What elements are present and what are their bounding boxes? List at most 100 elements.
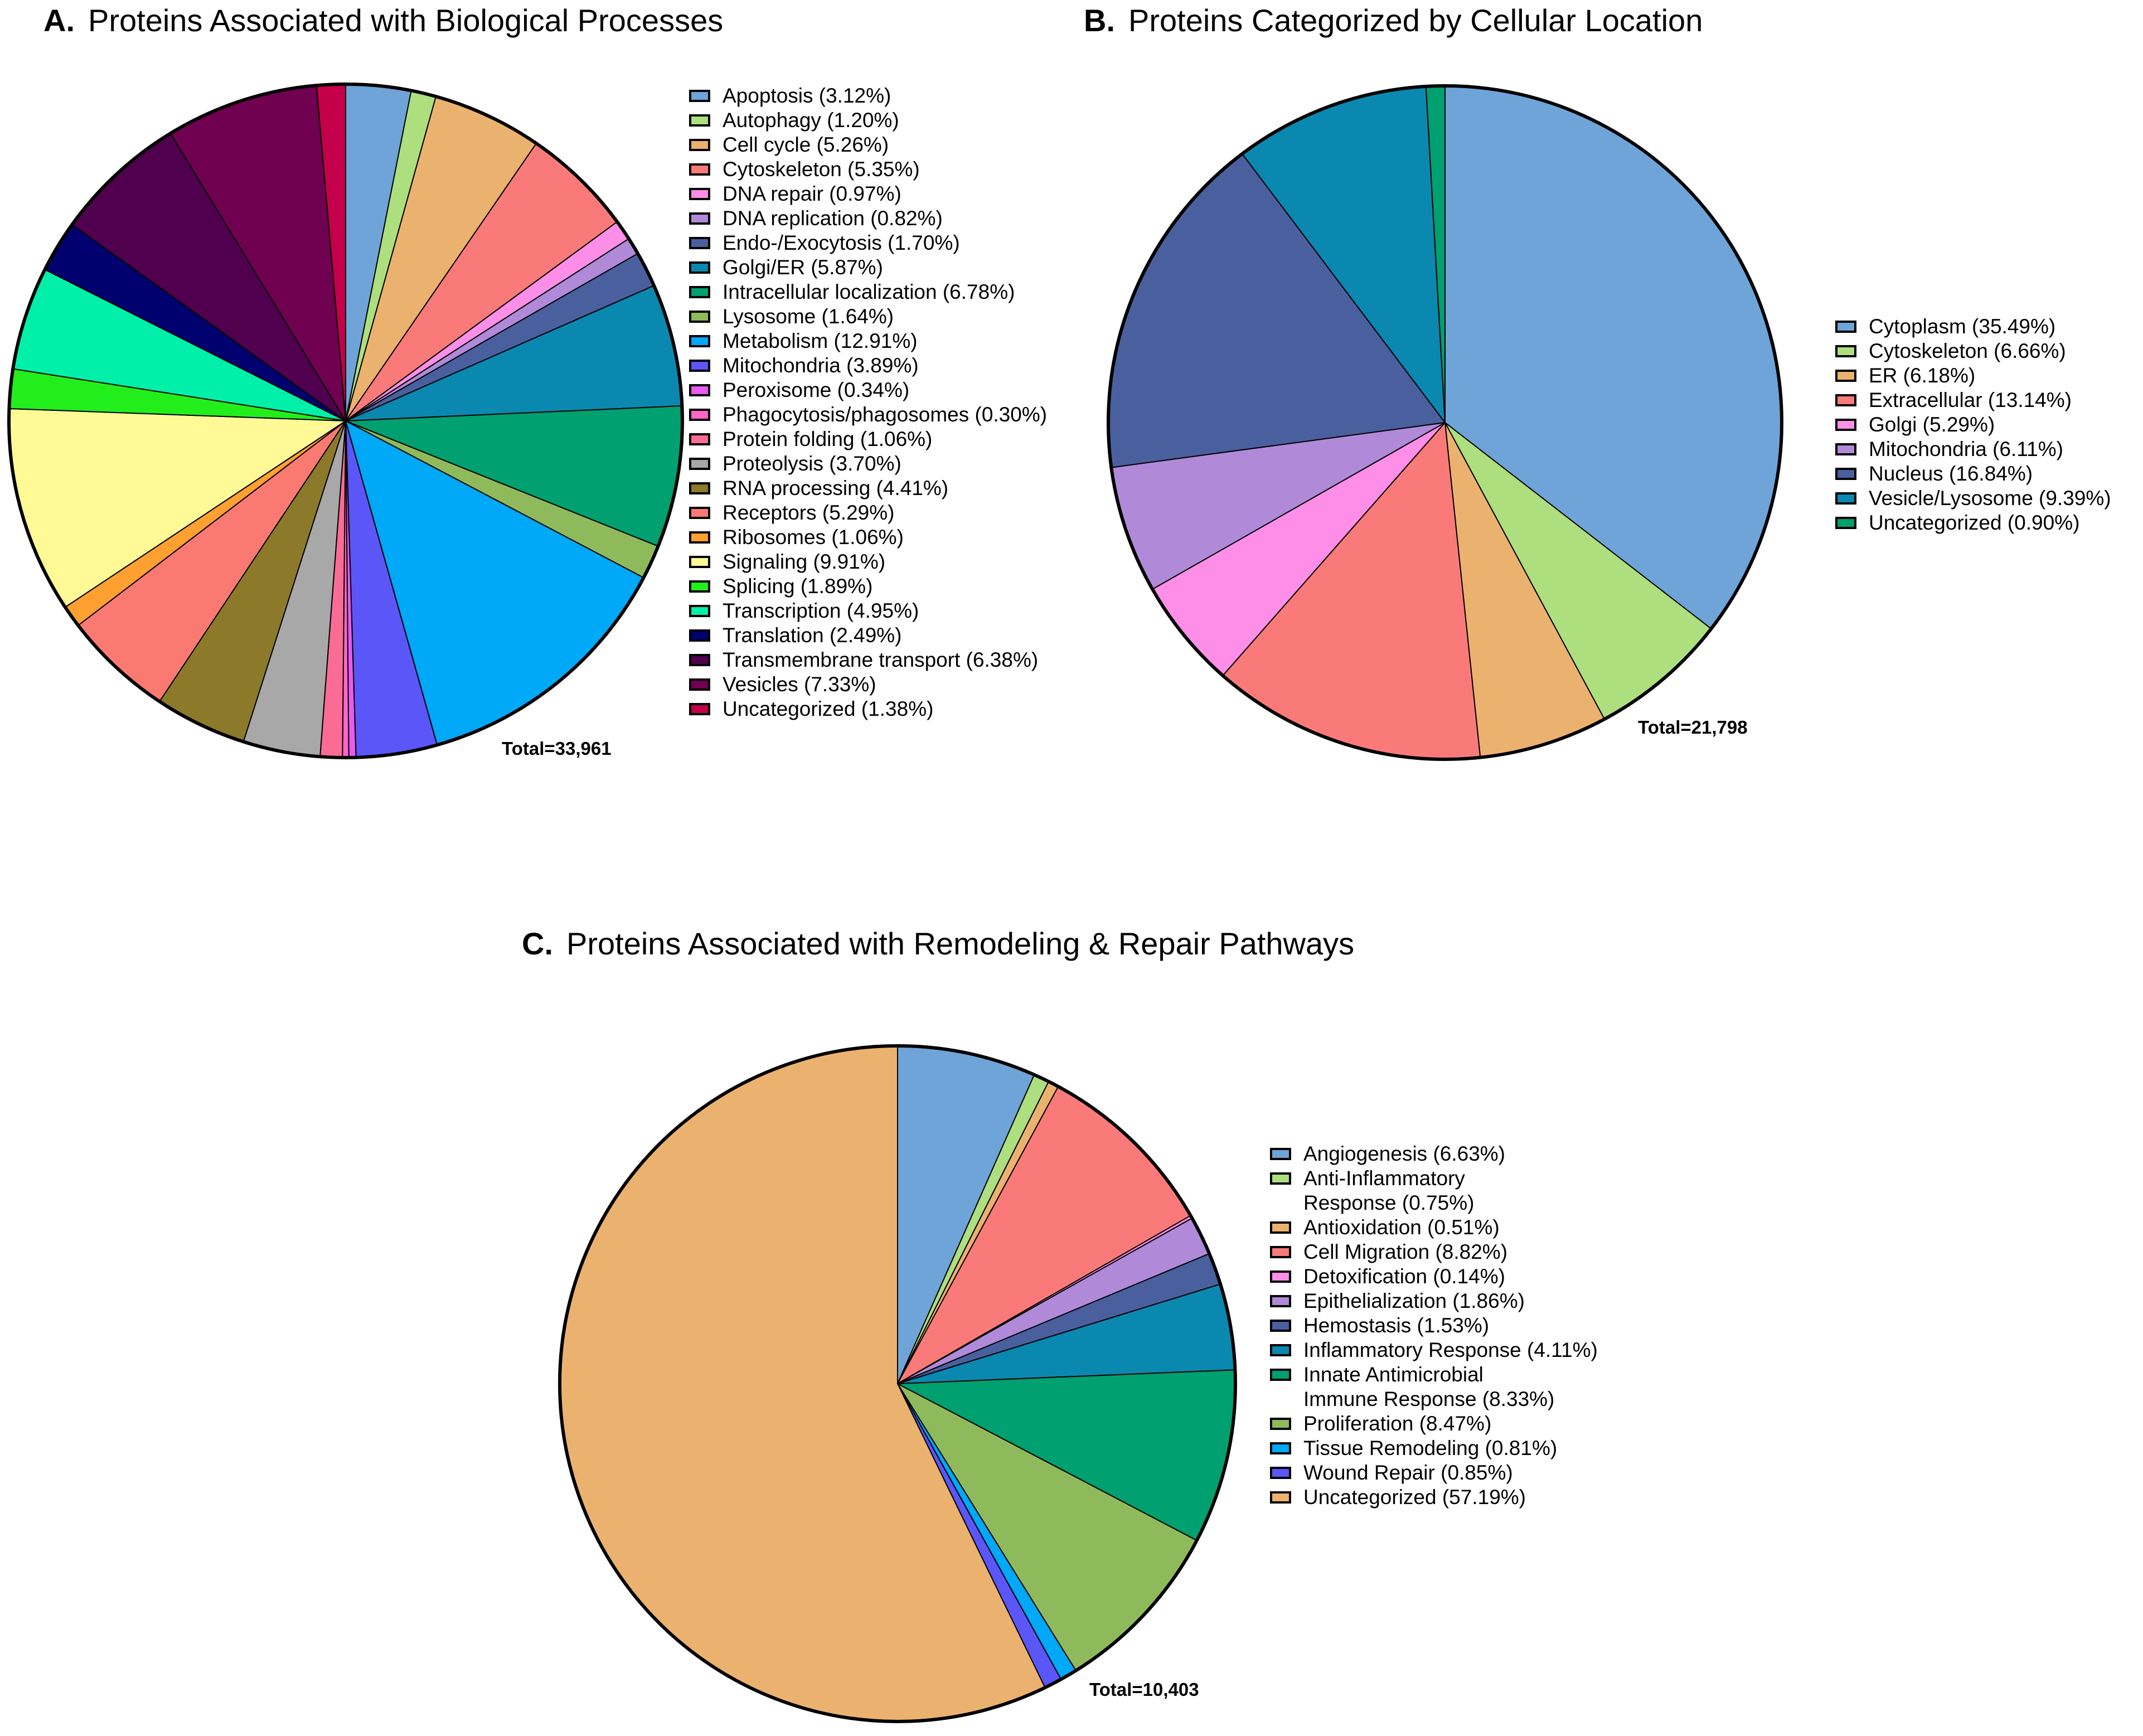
legend-swatch (689, 458, 710, 470)
panel-a-letter: A. (43, 3, 75, 38)
cellular-location-pie-chart (1107, 84, 1783, 761)
panel-b-title-text: Proteins Categorized by Cellular Locatio… (1128, 3, 1703, 38)
legend-item-uncategorized: Uncategorized (57.19%) (1270, 1485, 1598, 1510)
legend-label: Vesicle/Lysosome (9.39%) (1869, 487, 2111, 510)
legend-label: Detoxification (0.14%) (1303, 1265, 1505, 1288)
legend-label: Ribosomes (1.06%) (723, 526, 904, 549)
panel-b-letter: B. (1084, 3, 1115, 38)
remodeling-repair-legend: Angiogenesis (6.63%) Anti-Inflammatory Re… (1270, 1142, 1598, 1510)
legend-item-cytoplasm: Cytoplasm (35.49%) (1835, 314, 2111, 339)
pie-outline (558, 1044, 1237, 1723)
legend-item-inflammatory-response: Inflammatory Response (4.11%) (1270, 1338, 1598, 1362)
legend-label: Splicing (1.89%) (723, 575, 873, 598)
panel-a-title: A. Proteins Associated with Biological Pr… (43, 2, 723, 38)
legend-item-phagocytosis-phagosomes: Phagocytosis/phagosomes (0.30%) (689, 403, 1047, 427)
legend-label: Mitochondria (6.11%) (1869, 438, 2063, 460)
legend-label: Tissue Remodeling (0.81%) (1303, 1437, 1558, 1459)
legend-item-intracellular-localization: Intracellular localization (6.78%) (689, 280, 1047, 304)
legend-item-detoxification: Detoxification (0.14%) (1270, 1264, 1598, 1289)
legend-swatch (689, 482, 710, 494)
legend-label: Angiogenesis (6.63%) (1303, 1142, 1505, 1165)
legend-item-wound-repair: Wound Repair (0.85%) (1270, 1461, 1598, 1485)
legend-label: Extracellular (13.14%) (1869, 389, 2072, 411)
legend-swatch (1835, 492, 1856, 505)
legend-label: Proliferation (8.47%) (1303, 1412, 1492, 1435)
legend-swatch (689, 360, 710, 372)
legend-item-antioxidation: Antioxidation (0.51%) (1270, 1215, 1598, 1240)
legend-label: Vesicles (7.33%) (723, 673, 876, 696)
legend-label: Transmembrane transport (6.38%) (723, 648, 1039, 671)
legend-item-signaling: Signaling (9.91%) (689, 550, 1047, 574)
legend-swatch (1270, 1271, 1291, 1283)
legend-swatch (1270, 1467, 1291, 1479)
legend-swatch (1270, 1295, 1291, 1307)
legend-swatch (1835, 419, 1856, 431)
legend-swatch (1270, 1344, 1291, 1356)
legend-label: DNA replication (0.82%) (723, 207, 943, 230)
legend-label: Cytoplasm (35.49%) (1869, 315, 2056, 338)
legend-swatch (1270, 1418, 1291, 1430)
legend-label: Mitochondria (3.89%) (723, 354, 919, 377)
legend-label: Proteolysis (3.70%) (723, 452, 901, 475)
remodeling-repair-pie-chart (558, 1044, 1237, 1723)
legend-swatch (1270, 1172, 1291, 1185)
legend-item-autophagy: Autophagy (1.20%) (689, 108, 1047, 133)
legend-label: Uncategorized (57.19%) (1303, 1486, 1526, 1509)
panel-c-title-text: Proteins Associated with Remodeling & Re… (566, 926, 1355, 961)
legend-label: Golgi/ER (5.87%) (723, 256, 883, 279)
legend-swatch (1835, 370, 1856, 382)
legend-swatch (689, 114, 710, 127)
legend-item-uncategorized: Uncategorized (1.38%) (689, 697, 1047, 721)
legend-item-uncategorized: Uncategorized (0.90%) (1835, 511, 2111, 535)
legend-label: Cell cycle (5.26%) (723, 133, 889, 156)
legend-swatch (689, 139, 710, 151)
legend-swatch (689, 703, 710, 715)
legend-swatch (689, 188, 710, 200)
legend-label: Peroxisome (0.34%) (723, 379, 910, 401)
legend-swatch (689, 163, 710, 176)
legend-item-peroxisome: Peroxisome (0.34%) (689, 378, 1047, 403)
legend-item-transcription: Transcription (4.95%) (689, 599, 1047, 623)
legend-label: Receptors (5.29%) (723, 501, 895, 524)
legend-label: Inflammatory Response (4.11%) (1303, 1339, 1598, 1361)
legend-item-golgi: Golgi (5.29%) (1835, 413, 2111, 437)
legend-swatch (689, 212, 710, 225)
legend-swatch (689, 286, 710, 298)
legend-swatch (1835, 443, 1856, 455)
legend-label: Nucleus (16.84%) (1869, 462, 2033, 485)
legend-item-transmembrane-transport: Transmembrane transport (6.38%) (689, 648, 1047, 672)
legend-swatch (689, 433, 710, 445)
legend-item-innate-antimicrobial-immune-response: Innate Antimicrobial Immune Response (8.… (1270, 1362, 1598, 1412)
legend-label: Hemostasis (1.53%) (1303, 1314, 1490, 1337)
panel-c-letter: C. (522, 926, 553, 961)
legend-swatch (689, 90, 710, 102)
legend-swatch (689, 629, 710, 642)
legend-item-mitochondria: Mitochondria (6.11%) (1835, 437, 2111, 462)
legend-item-ribosomes: Ribosomes (1.06%) (689, 525, 1047, 550)
legend-label: Signaling (9.91%) (723, 550, 886, 573)
legend-swatch (689, 507, 710, 519)
legend-swatch (1270, 1246, 1291, 1258)
legend-item-mitochondria: Mitochondria (3.89%) (689, 353, 1047, 378)
legend-swatch (689, 237, 710, 249)
legend-swatch (1835, 517, 1856, 529)
legend-item-anti-inflammatory-response: Anti-Inflammatory Response (0.75%) (1270, 1166, 1598, 1215)
panel-a-title-text: Proteins Associated with Biological Proc… (88, 3, 724, 38)
legend-swatch (689, 654, 710, 666)
legend-item-golgi-er: Golgi/ER (5.87%) (689, 255, 1047, 280)
legend-label: Translation (2.49%) (723, 624, 902, 647)
legend-swatch (1835, 345, 1856, 357)
legend-swatch (689, 580, 710, 593)
legend-label: Autophagy (1.20%) (723, 109, 899, 132)
legend-swatch (1270, 1221, 1291, 1234)
legend-item-dna-repair: DNA repair (0.97%) (689, 182, 1047, 206)
pie-outline (7, 83, 684, 759)
legend-item-cytoskeleton: Cytoskeleton (5.35%) (689, 157, 1047, 182)
legend-item-vesicles: Vesicles (7.33%) (689, 672, 1047, 697)
legend-swatch (1270, 1320, 1291, 1332)
legend-swatch (1835, 468, 1856, 480)
panel-c-title: C. Proteins Associated with Remodeling & … (522, 925, 1354, 962)
biological-processes-total: Total=33,961 (502, 738, 612, 759)
legend-swatch (1270, 1148, 1291, 1160)
legend-label: Innate Antimicrobial Immune Response (8.… (1303, 1363, 1555, 1410)
